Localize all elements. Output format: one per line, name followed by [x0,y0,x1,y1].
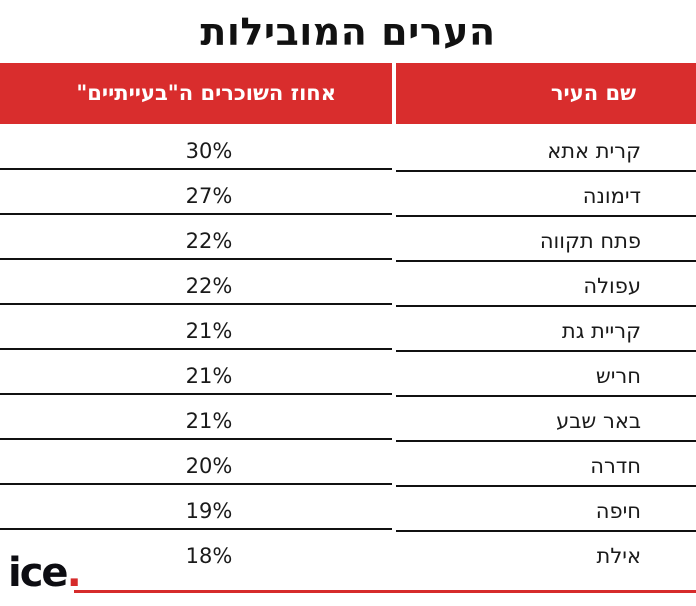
percent-column-header: אחוז השוכרים ה"בעייתיים" [0,63,392,124]
city-column-header: שם העיר [396,63,696,124]
city-cell: קריית גת [396,307,696,352]
percent-cell: 21% [0,307,392,350]
table-row: 18% אילת [0,532,696,577]
table-header-row: אחוז השוכרים ה"בעייתיים" שם העיר [0,63,696,127]
city-cell: דימונה [396,172,696,217]
table-row: 21% קריית גת [0,307,696,352]
ice-logo: ice. [8,553,82,599]
cities-table: אחוז השוכרים ה"בעייתיים" שם העיר 30% קרית… [0,63,696,577]
table-row: 30% קרית אתא [0,127,696,172]
city-cell: אילת [596,544,641,568]
table-row: 19% חיפה [0,487,696,532]
table-row: 21% באר שבע [0,397,696,442]
table-body: 30% קרית אתא 27% דימונה 22% פתח תקווה 22% עפולה… [0,127,696,577]
table-row: 21% חריש [0,352,696,397]
percent-cell: 21% [0,352,392,395]
table-row: 27% דימונה [0,172,696,217]
percent-cell: 22% [0,217,392,260]
city-cell: קרית אתא [396,127,696,172]
percent-cell: 27% [0,172,392,215]
percent-cell: 30% [0,127,392,170]
table-row: 22% עפולה [0,262,696,307]
city-cell: עפולה [396,262,696,307]
city-cell: חיפה [396,487,696,532]
percent-cell: 18% [185,544,233,568]
city-cell: פתח תקווה [396,217,696,262]
page-title: הערים המובילות [200,10,496,54]
percent-cell: 20% [0,442,392,485]
logo-text: ice [8,550,69,596]
table-row: 22% פתח תקווה [0,217,696,262]
city-cell: באר שבע [396,397,696,442]
city-cell: חדרה [396,442,696,487]
footer-divider [74,590,696,593]
table-row: 20% חדרה [0,442,696,487]
percent-cell: 21% [0,397,392,440]
logo-dot: . [66,550,82,596]
percent-cell: 22% [0,262,392,305]
percent-cell: 19% [0,487,392,530]
city-cell: חריש [396,352,696,397]
